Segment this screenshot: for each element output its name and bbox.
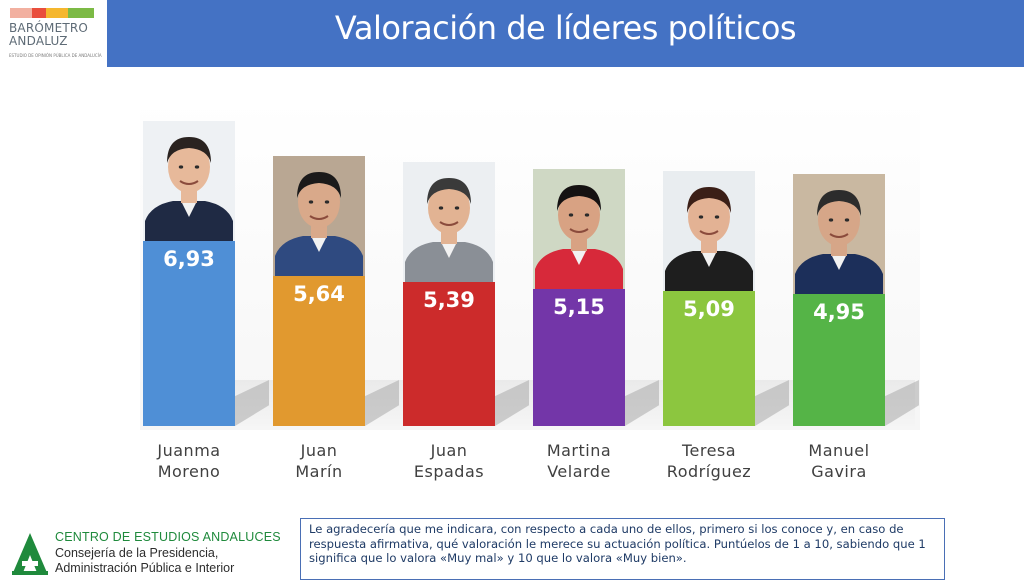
category-label-line: Juanma: [157, 441, 221, 460]
bar-2: 5,39: [403, 280, 495, 426]
leader-portrait: [403, 162, 495, 283]
category-label-line: Teresa: [681, 441, 737, 460]
logo-stripes: [10, 8, 94, 18]
category-label-line: Velarde: [547, 462, 611, 481]
bar-value-label: 6,93: [163, 246, 215, 271]
logo-subtitle: ESTUDIO DE OPINIÓN PÚBLICA DE ANDALUCÍA: [9, 53, 102, 58]
leader-portrait: [793, 174, 885, 295]
category-label-line: Marín: [295, 462, 343, 481]
leader-portrait: [143, 120, 235, 241]
bar-value-label: 5,09: [683, 296, 735, 321]
org-name: CENTRO DE ESTUDIOS ANDALUCES: [55, 530, 281, 544]
category-label-line: Juan: [430, 441, 468, 460]
category-label: Martina Velarde: [519, 440, 639, 482]
page-title: Valoración de líderes políticos: [334, 9, 797, 47]
bar-value-label: 5,64: [293, 281, 345, 306]
logo-line2: ANDALUZ: [9, 34, 68, 48]
title-band: Valoración de líderes políticos: [107, 0, 1024, 67]
junta-andalucia-logo-icon: [12, 533, 48, 575]
org-department-line1: Consejería de la Presidencia,: [55, 545, 219, 560]
bar-5: 4,95: [793, 292, 885, 426]
bar-3: 5,15: [533, 286, 625, 426]
leader-portrait: [273, 155, 365, 276]
logo-text: BARÓMETRO ANDALUZ: [9, 22, 88, 48]
leader-portrait: [533, 168, 625, 289]
category-label-line: Manuel: [808, 441, 870, 460]
logo-line1: BARÓMETRO: [9, 21, 89, 35]
category-label-line: Martina: [546, 441, 612, 460]
bar-4: 5,09: [663, 288, 755, 426]
barometro-logo: BARÓMETRO ANDALUZ ESTUDIO DE OPINIÓN PÚB…: [0, 0, 104, 66]
bar-0: 6,93: [143, 238, 235, 426]
category-label: Juan Marín: [259, 440, 379, 482]
bar-value-label: 5,15: [553, 294, 605, 319]
bar-value-label: 5,39: [423, 288, 475, 313]
category-label: Manuel Gavira: [779, 440, 899, 482]
category-label-line: Juan: [300, 441, 338, 460]
category-label: Juanma Moreno: [129, 440, 249, 482]
category-label-line: Moreno: [157, 462, 221, 481]
chart-background: [140, 100, 920, 430]
category-label-line: Rodríguez: [666, 462, 752, 481]
category-label-line: Gavira: [811, 462, 867, 481]
bar-1: 5,64: [273, 273, 365, 426]
survey-question: Le agradecería que me indicara, con resp…: [300, 518, 945, 580]
bar-value-label: 4,95: [813, 300, 865, 325]
leader-portrait: [663, 170, 755, 291]
footer-organization: CENTRO DE ESTUDIOS ANDALUCES Consejería …: [55, 530, 281, 577]
category-label: Juan Espadas: [389, 440, 509, 482]
category-label: Teresa Rodríguez: [649, 440, 769, 482]
category-label-line: Espadas: [413, 462, 485, 481]
org-department-line2: Administración Pública e Interior: [55, 561, 235, 575]
